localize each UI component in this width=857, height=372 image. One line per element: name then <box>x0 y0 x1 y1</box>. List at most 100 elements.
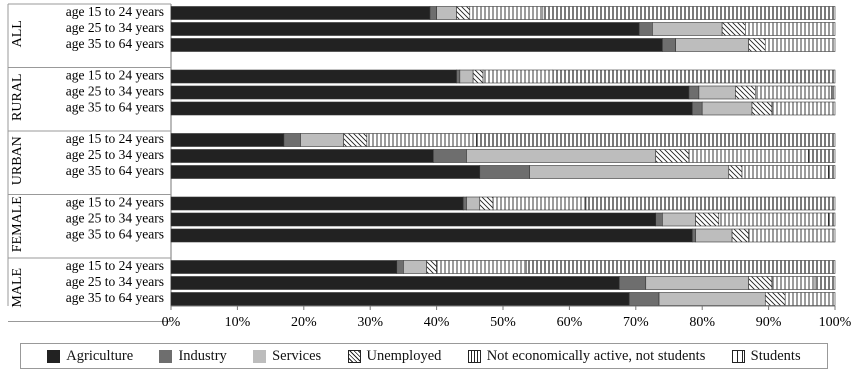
bar-segment-industry <box>638 22 653 36</box>
bar-segment-services <box>403 260 427 274</box>
bar-segment-agriculture <box>170 276 620 290</box>
x-tick-label: 70% <box>623 315 649 330</box>
bar-segment-unemployed <box>748 38 766 52</box>
bar-segment-industry <box>456 69 461 84</box>
bar-segment-industry <box>662 38 676 52</box>
bar-segment-agriculture <box>170 6 431 20</box>
row-label: age 15 to 24 years <box>66 68 164 83</box>
bar-segment-industry <box>691 228 696 243</box>
bar-segment-unemployed <box>426 260 437 274</box>
x-tick-label: 90% <box>756 315 782 330</box>
bar-segment-students <box>476 133 836 147</box>
row-label: age 15 to 24 years <box>66 195 164 210</box>
bar-segment-agriculture <box>170 260 398 274</box>
row-label: age 25 to 34 years <box>66 20 164 35</box>
bar-segment-students <box>542 6 836 20</box>
bar-segment-students <box>525 260 836 274</box>
bar-segment-services <box>652 22 723 36</box>
bar-segment-industry <box>462 196 467 211</box>
bar-segment-agriculture <box>170 133 285 147</box>
bar-segment-students <box>552 69 836 84</box>
row-label: age 15 to 24 years <box>66 131 164 146</box>
row-label: age 35 to 64 years <box>66 100 164 115</box>
bar-segment-unemployed <box>695 212 720 227</box>
legend-item: Students <box>731 347 801 365</box>
bar-segment-unemployed <box>748 276 773 290</box>
bar-segment-agriculture <box>170 228 693 243</box>
bar-segment-services <box>675 38 749 52</box>
bar-segment-unemployed <box>735 85 756 100</box>
legend-swatch <box>47 349 61 363</box>
group-label-female: FEMALE <box>10 196 25 252</box>
bar-segment-students <box>808 149 836 163</box>
legend: Agriculture Industry Services Unemployed Not… <box>20 343 828 369</box>
bar-segment-unemployed <box>721 22 746 36</box>
bar-segment-services <box>459 69 474 84</box>
bar-segment-services <box>658 292 766 306</box>
bar-segment-agriculture <box>170 196 464 211</box>
row-label: age 35 to 64 years <box>66 36 164 51</box>
bar-segment-services <box>645 276 749 290</box>
legend-swatch <box>467 349 481 363</box>
legend-item: Services <box>253 348 321 365</box>
bar-segment-students <box>831 85 836 100</box>
row-label: age 25 to 34 years <box>66 147 164 162</box>
row-label: age 25 to 34 years <box>66 211 164 226</box>
legend-swatch <box>159 349 173 363</box>
bar-segment-not-economically-active-not-students <box>366 133 477 147</box>
bar-segment-services <box>529 165 730 179</box>
bar-segment-agriculture <box>170 292 630 306</box>
bar-segment-unemployed <box>751 101 773 116</box>
bar-segment-agriculture <box>170 165 481 179</box>
bar-segment-not-economically-active-not-students <box>436 260 527 274</box>
bar-segment-agriculture <box>170 22 640 36</box>
group-label-male: MALE <box>10 268 25 308</box>
bar-segment-unemployed <box>343 133 368 147</box>
bar-segment-industry <box>691 101 703 116</box>
x-tick-label: 10% <box>225 315 251 330</box>
x-tick-label: 60% <box>557 315 583 330</box>
bar-segment-industry <box>396 260 404 274</box>
x-tick-label: 50% <box>490 315 516 330</box>
row-label: age 35 to 64 years <box>66 227 164 242</box>
bar-segment-services <box>466 149 657 163</box>
bar-segment-industry <box>655 212 663 227</box>
bar-segment-industry <box>688 85 700 100</box>
bar-segment-services <box>662 212 696 227</box>
bar-segment-industry <box>432 149 467 163</box>
legend-label: Services <box>272 347 322 364</box>
bar-segment-agriculture <box>170 38 663 52</box>
bar-segment-industry <box>429 6 437 20</box>
bar-segment-industry <box>479 165 530 179</box>
bar-segment-not-economically-active-not-students <box>482 69 554 84</box>
bar-segment-services <box>695 228 733 243</box>
bar-segment-unemployed <box>764 292 786 306</box>
bar-segment-agriculture <box>170 212 657 227</box>
row-label: age 25 to 34 years <box>66 274 164 289</box>
legend-swatch <box>253 349 267 363</box>
row-label: age 35 to 64 years <box>66 163 164 178</box>
legend-label: Agriculture <box>66 347 134 364</box>
row-label: age 15 to 24 years <box>66 4 164 19</box>
row-label: age 25 to 34 years <box>66 84 164 99</box>
x-tick-label: 20% <box>291 315 317 330</box>
legend-label: Students <box>750 347 801 364</box>
legend-label: Industry <box>178 347 227 364</box>
bar-segment-not-economically-active-not-students <box>688 149 809 163</box>
bar-segment-students <box>828 165 836 179</box>
legend-label: Not economically active, not students <box>486 347 706 364</box>
bar-segment-students <box>814 276 836 290</box>
bar-segment-unemployed <box>479 196 494 211</box>
x-tick-label: 80% <box>689 315 715 330</box>
bar-segment-not-economically-active-not-students <box>784 292 836 306</box>
bar-segment-not-economically-active-not-students <box>718 212 829 227</box>
bar-segment-students <box>585 196 836 211</box>
row-label: age 15 to 24 years <box>66 258 164 273</box>
bar-segment-industry <box>283 133 301 147</box>
bar-segment-not-economically-active-not-students <box>771 101 836 116</box>
bar-segment-unemployed <box>456 6 471 20</box>
bar-segment-agriculture <box>170 85 690 100</box>
bar-segment-agriculture <box>170 101 693 116</box>
